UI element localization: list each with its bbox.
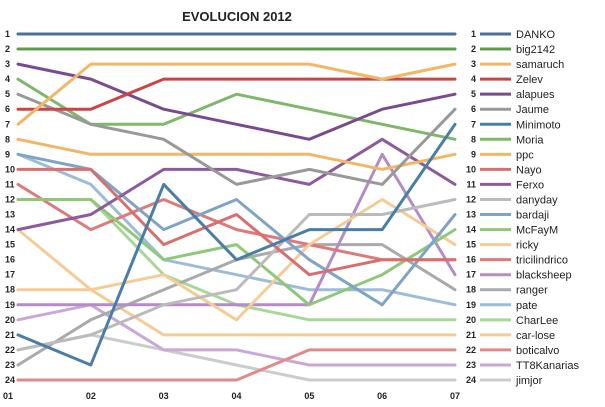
legend-entry-name: DANKO [516,29,556,41]
y-tick-label: 18 [5,285,15,295]
legend-entry-name: samaruch [516,59,564,71]
legend-rank: 24 [466,375,476,385]
series-line-nayo [16,167,457,277]
y-tick-label: 9 [5,149,10,159]
x-tick-label: 06 [377,391,387,401]
y-tick-label: 2 [5,44,10,54]
y-tick-label: 6 [5,104,10,114]
legend-rank: 20 [466,315,476,325]
series-lines [16,32,457,382]
series-line-ppc [16,137,457,171]
legend-entry-name: CharLee [516,315,558,327]
legend-entry-name: alapues [516,89,555,101]
x-tick-label: 05 [304,391,314,401]
legend-entry-name: ranger [516,285,548,297]
y-tick-label: 12 [5,194,15,204]
legend-rank: 5 [471,89,476,99]
y-tick-label: 23 [5,360,15,370]
legend-rank: 19 [466,300,476,310]
series-line-samaruch [16,62,457,126]
legend-entry-name: TT8Kanarias [516,360,579,372]
y-tick-label: 22 [5,345,15,355]
legend-entry-name: pate [516,300,537,312]
legend-rank: 11 [466,179,476,189]
legend-entry-name: bardaji [516,210,549,222]
legend-entry-name: Nayo [516,164,542,176]
legend-entry-name: boticalvo [516,345,559,357]
legend: 1 DANKO 2 big2142 3 samaruch 4 Zelev 5 alapues 6 Ja… [466,29,579,387]
y-tick-label: 20 [5,315,15,325]
series-line-danyday [16,198,457,352]
legend-rank: 17 [466,270,476,280]
y-tick-label: 5 [5,89,10,99]
series-line-pate [16,152,457,307]
x-tick-label: 01 [3,391,13,401]
legend-rank: 4 [471,74,476,84]
legend-rank: 7 [471,119,476,129]
series-line-ricky [16,198,457,322]
y-tick-label: 19 [5,300,15,310]
y-tick-label: 7 [5,119,10,129]
legend-rank: 18 [466,285,476,295]
y-tick-label: 1 [5,29,10,39]
legend-rank: 8 [471,134,476,144]
legend-entry-name: Moria [516,134,544,146]
series-line-mcfaym [16,198,457,307]
x-tick-label: 04 [231,391,241,401]
y-tick-label: 4 [5,74,10,84]
legend-rank: 3 [471,59,476,69]
legend-entry-name: ppc [516,149,534,161]
legend-rank: 15 [466,240,476,250]
legend-entry-name: Zelev [516,74,543,86]
legend-entry-name: danyday [516,194,558,206]
series-line-alapues [16,62,457,141]
y-tick-label: 15 [5,240,15,250]
y-tick-label: 10 [5,164,15,174]
legend-rank: 21 [466,330,476,340]
legend-rank: 9 [471,149,476,159]
y-tick-label: 24 [5,375,15,385]
legend-entry-name: Ferxo [516,179,544,191]
y-tick-label: 16 [5,255,15,265]
legend-entry-name: tricilindrico [516,255,568,267]
y-tick-label: 21 [5,330,15,340]
y-tick-label: 11 [5,179,15,189]
y-tick-label: 3 [5,59,10,69]
legend-rank: 14 [466,225,476,235]
legend-entry-name: Jaume [516,104,549,116]
y-tick-label: 14 [5,225,15,235]
series-line-boticalvo [16,348,457,382]
legend-rank: 16 [466,255,476,265]
series-line-minimoto [16,122,457,367]
legend-rank: 23 [466,360,476,370]
legend-entry-name: Minimoto [516,119,561,131]
legend-entry-name: big2142 [516,44,555,56]
x-tick-label: 07 [450,391,460,401]
legend-entry-name: blacksheep [516,270,572,282]
y-tick-label: 17 [5,270,15,280]
series-line-jimjor [16,333,457,382]
legend-entry-name: jimjor [515,375,543,387]
x-tick-label: 02 [86,391,96,401]
x-tick-label: 03 [159,391,169,401]
legend-entry-name: ricky [516,240,539,252]
legend-entry-name: car-lose [516,330,555,342]
legend-rank: 10 [466,164,476,174]
legend-rank: 6 [471,104,476,114]
series-line-jaume [16,92,457,186]
chart-title: EVOLUCION 2012 [182,9,292,24]
legend-rank: 22 [466,345,476,355]
legend-rank: 2 [471,44,476,54]
y-tick-label: 8 [5,134,10,144]
y-tick-label: 13 [5,210,15,220]
legend-rank: 13 [466,210,476,220]
legend-rank: 12 [466,194,476,204]
x-axis: 01 02 03 04 05 06 07 [3,391,460,401]
series-line-blacksheep [16,152,457,307]
legend-entry-name: McFayM [516,225,558,237]
legend-rank: 1 [471,29,476,39]
series-line-ferxo [16,137,457,232]
